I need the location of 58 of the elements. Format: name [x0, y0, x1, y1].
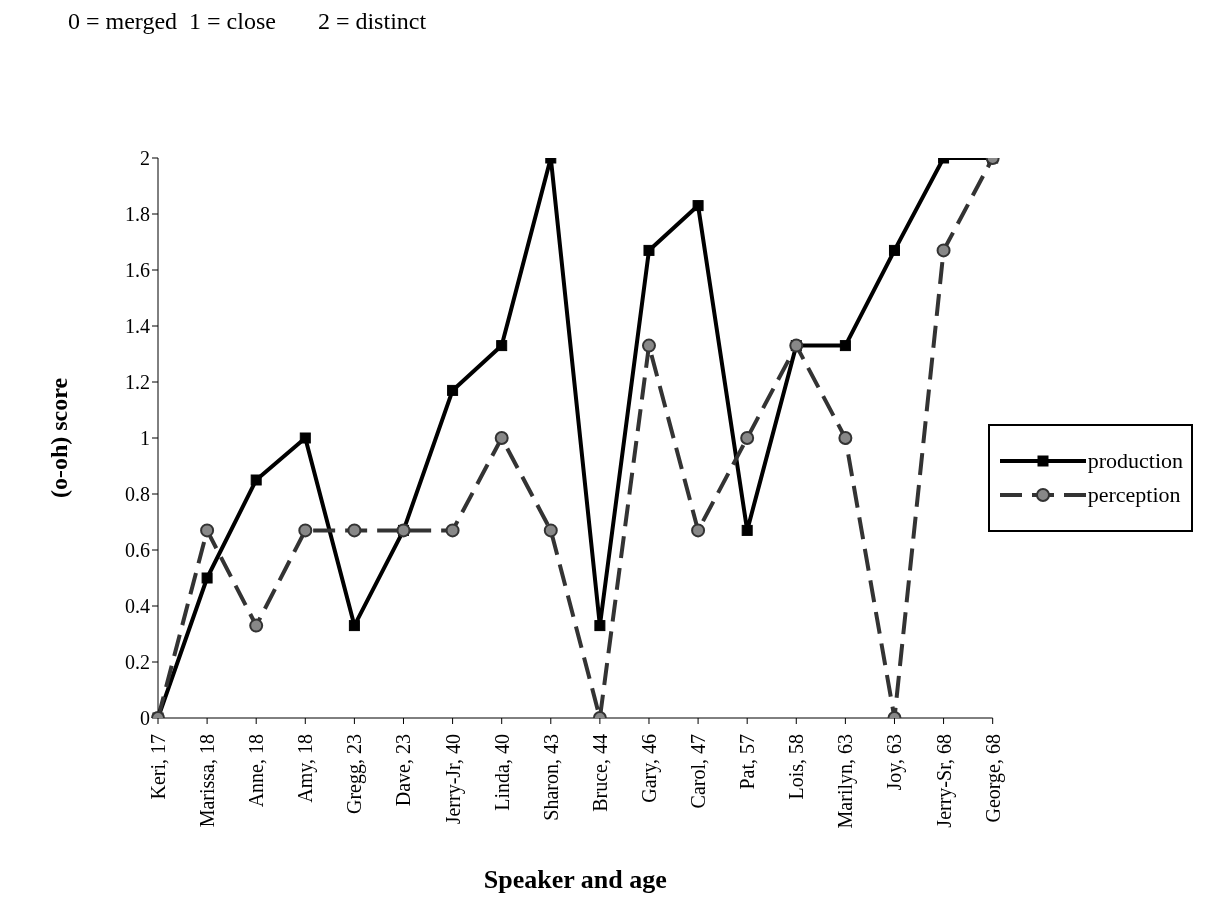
x-tick-label: Dave, 23 [392, 734, 415, 807]
x-tick-label: Lois, 58 [785, 734, 808, 800]
point [543, 523, 558, 538]
y-tick-label: 1 [140, 427, 150, 450]
point [641, 338, 656, 353]
point [741, 524, 753, 536]
legend-label: perception [1087, 482, 1181, 508]
point [445, 523, 460, 538]
x-tick-label: Marilyn, 63 [834, 734, 858, 829]
x-tick-label: Amy, 18 [294, 734, 318, 803]
x-tick-label: Sharon, 43 [539, 734, 562, 821]
point [298, 523, 313, 538]
point [496, 340, 508, 352]
point [594, 620, 606, 632]
x-axis-title: Speaker and age [483, 865, 667, 894]
x-tick-label: Gary, 46 [637, 734, 661, 803]
x-tick-label: Jerry-Jr, 40 [441, 734, 465, 825]
text: 0 = merged 1 = close 2 = distinct [68, 8, 428, 36]
x-tick-label: Marissa, 18 [196, 734, 219, 828]
legend-label: production [1087, 448, 1183, 474]
point [347, 523, 362, 538]
x-tick-label: Joy, 63 [883, 734, 907, 791]
y-tick-label: 1.6 [125, 259, 150, 282]
y-tick-label: 0.6 [125, 539, 150, 562]
x-tick-label: Pat, 57 [736, 734, 759, 790]
point [201, 572, 213, 584]
x-tick-label: Gregg, 23 [343, 734, 367, 814]
x-tick-label: Carol, 47 [687, 734, 710, 809]
point [249, 618, 264, 633]
x-tick-label: George, 68 [981, 734, 1005, 823]
point [838, 431, 853, 445]
point [740, 431, 755, 445]
point [692, 200, 704, 212]
point [936, 243, 951, 258]
point [691, 523, 706, 538]
y-tick-label: 1.4 [125, 315, 150, 338]
x-tick-label: Jerry-Sr, 68 [932, 734, 956, 828]
y-axis-title: (o-oh) score [45, 377, 72, 499]
y-tick-label: 0.4 [125, 595, 150, 618]
point [839, 340, 851, 352]
point [348, 620, 360, 632]
point [494, 431, 509, 445]
y-tick-label: 0 [140, 707, 150, 730]
x-tick-label: Bruce, 44 [588, 734, 611, 812]
point [643, 244, 655, 256]
x-tick-label: Linda, 40 [490, 734, 513, 811]
y-tick-label: 1.8 [125, 203, 150, 226]
point [250, 474, 262, 486]
x-tick-label: Keri, 17 [147, 734, 169, 800]
point [888, 244, 900, 256]
point [200, 523, 215, 538]
point [299, 432, 311, 444]
x-tick-label: Anne, 18 [245, 734, 268, 808]
y-tick-label: 0.8 [125, 483, 150, 506]
point [447, 384, 459, 396]
y-tick-label: 1.2 [125, 371, 150, 394]
y-tick-label: 0.2 [125, 651, 150, 674]
y-tick-label: 2 [140, 147, 150, 170]
